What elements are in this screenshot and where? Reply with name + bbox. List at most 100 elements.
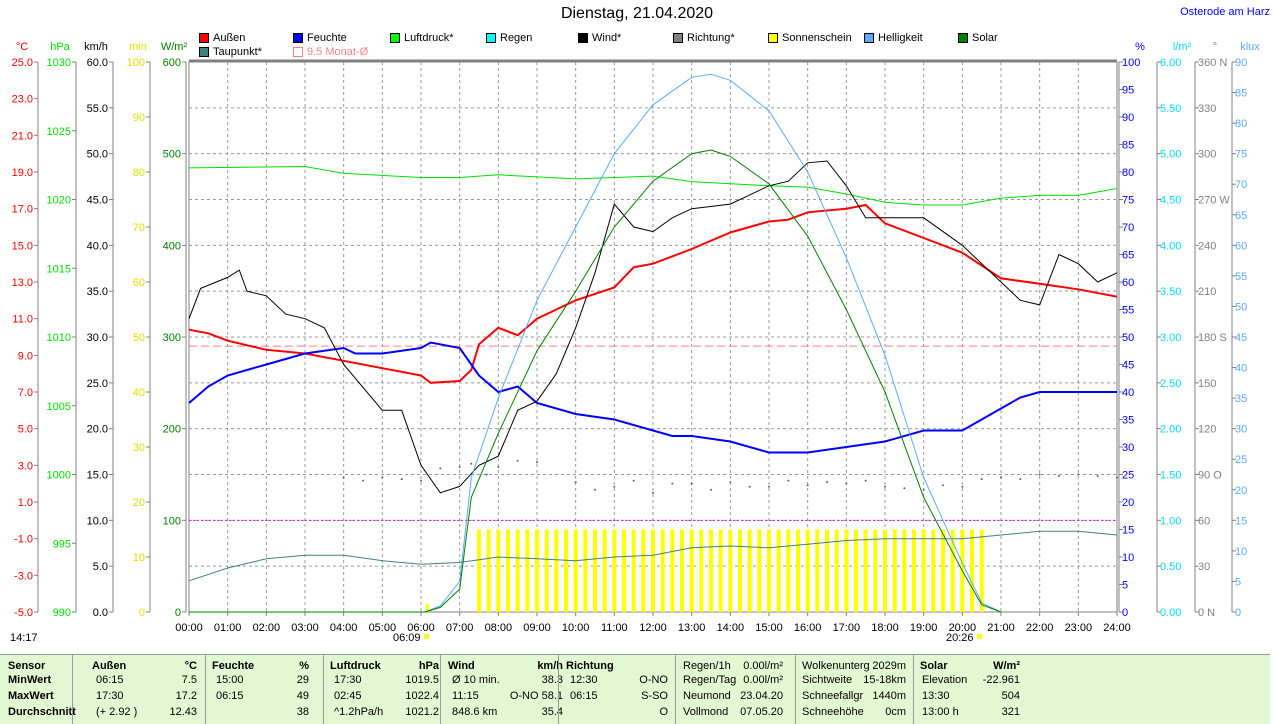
- direction-point: [458, 465, 461, 468]
- direction-point: [1096, 475, 1099, 478]
- sun-tick-label: 60: [133, 277, 145, 289]
- solar-tick-label: 600: [163, 57, 181, 69]
- x-tick-label: 20:00: [949, 622, 977, 634]
- lux-tick-label: 15: [1235, 515, 1247, 527]
- temp-tick-label: 17.0: [12, 204, 33, 216]
- hum-tick-label: 30: [1122, 442, 1134, 454]
- hum-axis-unit: %: [1135, 41, 1145, 53]
- hum-tick-label: 5: [1122, 580, 1128, 592]
- wind-tick-label: 50.0: [87, 149, 108, 161]
- dir-tick-label: 90 O: [1198, 470, 1222, 482]
- rain-tick-label: 4.50: [1160, 195, 1181, 207]
- sunshine-bar: [709, 529, 713, 612]
- sunshine-bar: [796, 529, 800, 612]
- dir-axis-unit: °: [1213, 41, 1217, 53]
- aussen-unit: °C: [184, 660, 197, 672]
- temp-tick-label: 13.0: [12, 277, 33, 289]
- direction-point: [485, 473, 488, 476]
- legend-swatch: [293, 47, 303, 57]
- rain-axis-unit: l/m²: [1173, 41, 1192, 53]
- hum-tick-label: 35: [1122, 415, 1134, 427]
- sunshine-bar: [525, 529, 530, 612]
- feuchte-unit: %: [299, 660, 309, 672]
- hum-tick-label: 40: [1122, 387, 1134, 399]
- direction-point: [1000, 476, 1002, 479]
- direction-point: [613, 485, 616, 488]
- sun-tick-label: 70: [133, 222, 145, 234]
- lux-tick-label: 40: [1235, 363, 1247, 375]
- pressure-axis-unit: hPa: [50, 41, 70, 53]
- rain-tick-label: 4.00: [1160, 240, 1181, 252]
- sunshine-bar: [844, 529, 849, 612]
- legend-swatch: [578, 33, 588, 43]
- sunshine-bar: [921, 529, 926, 612]
- direction-point: [420, 479, 422, 482]
- legend-label: Luftdruck*: [404, 32, 454, 44]
- direction-point: [787, 479, 790, 482]
- sunshine-bar: [631, 529, 636, 612]
- dir-tick-label: 150: [1198, 378, 1216, 390]
- sunshine-bar: [506, 529, 510, 612]
- luftdruck-value: 1019.5: [405, 674, 439, 686]
- legend-label: 9.5 Monat-Ø: [307, 46, 369, 58]
- rain-tick-label: 1.00: [1160, 515, 1181, 527]
- sunshine-bar: [564, 529, 568, 612]
- lux-tick-label: 45: [1235, 332, 1247, 344]
- sun-tick-label: 90: [133, 112, 145, 124]
- hum-tick-label: 50: [1122, 332, 1134, 344]
- lux-tick-label: 50: [1235, 301, 1247, 313]
- temp-tick-label: 21.0: [12, 130, 33, 142]
- sunshine-bar: [950, 529, 955, 612]
- hum-tick-label: 70: [1122, 222, 1134, 234]
- temp-tick-label: 19.0: [12, 167, 33, 179]
- richtung-value: O: [659, 706, 668, 718]
- lux-tick-label: 65: [1235, 210, 1247, 222]
- solar-tick-label: 200: [163, 424, 181, 436]
- legend-swatch: [958, 33, 968, 43]
- column-divider: [72, 655, 73, 724]
- legend-label: Feuchte: [307, 32, 347, 44]
- legend-label: Solar: [972, 32, 998, 44]
- direction-point: [470, 462, 473, 465]
- temp-tick-label: 23.0: [12, 94, 33, 106]
- direction-point: [362, 479, 364, 482]
- hum-tick-label: 15: [1122, 525, 1134, 537]
- feuchte-header: Feuchte: [212, 660, 255, 672]
- direction-point: [806, 484, 809, 487]
- weather-label: Schneefallgr: [802, 690, 864, 702]
- x-tick-label: 24:00: [1103, 622, 1131, 634]
- lux-tick-label: 25: [1235, 454, 1247, 466]
- direction-point: [652, 491, 654, 494]
- sunset-time: 20:26: [946, 632, 974, 644]
- direction-point: [903, 487, 906, 490]
- direction-point: [884, 485, 886, 488]
- series-solar: [189, 149, 1002, 613]
- dir-tick-label: 240: [1198, 240, 1216, 252]
- hum-tick-label: 85: [1122, 140, 1134, 152]
- direction-point: [671, 482, 674, 485]
- solar-label: 13:00 h: [922, 706, 959, 718]
- richtung-header: Richtung: [566, 660, 614, 672]
- column-divider: [795, 655, 796, 724]
- x-tick-label: 21:00: [987, 622, 1015, 634]
- sunshine-bar: [660, 529, 665, 612]
- legend-item: Regen: [486, 32, 532, 44]
- sunshine-bar: [815, 529, 820, 612]
- pressure-tick-label: 1000: [47, 470, 71, 482]
- legend-swatch: [199, 47, 209, 57]
- sunshine-bar: [544, 529, 549, 612]
- row-label: Durchschnitt: [8, 706, 76, 718]
- sunshine-bar: [622, 529, 626, 612]
- statistics-table: Sensor MinWert MaxWert Durchschnitt Außen °C 0…: [0, 654, 1270, 724]
- column-divider: [205, 655, 206, 724]
- legend-swatch: [864, 33, 874, 43]
- direction-point: [826, 481, 828, 484]
- sunshine-bar: [892, 529, 897, 612]
- wind-tick-label: 30.0: [87, 332, 108, 344]
- x-tick-label: 05:00: [369, 622, 397, 634]
- sun-tick-label: 40: [133, 387, 145, 399]
- direction-point: [922, 488, 925, 491]
- direction-point: [768, 485, 770, 488]
- sunshine-bar: [651, 529, 655, 612]
- richtung-time: 06:15: [570, 690, 598, 702]
